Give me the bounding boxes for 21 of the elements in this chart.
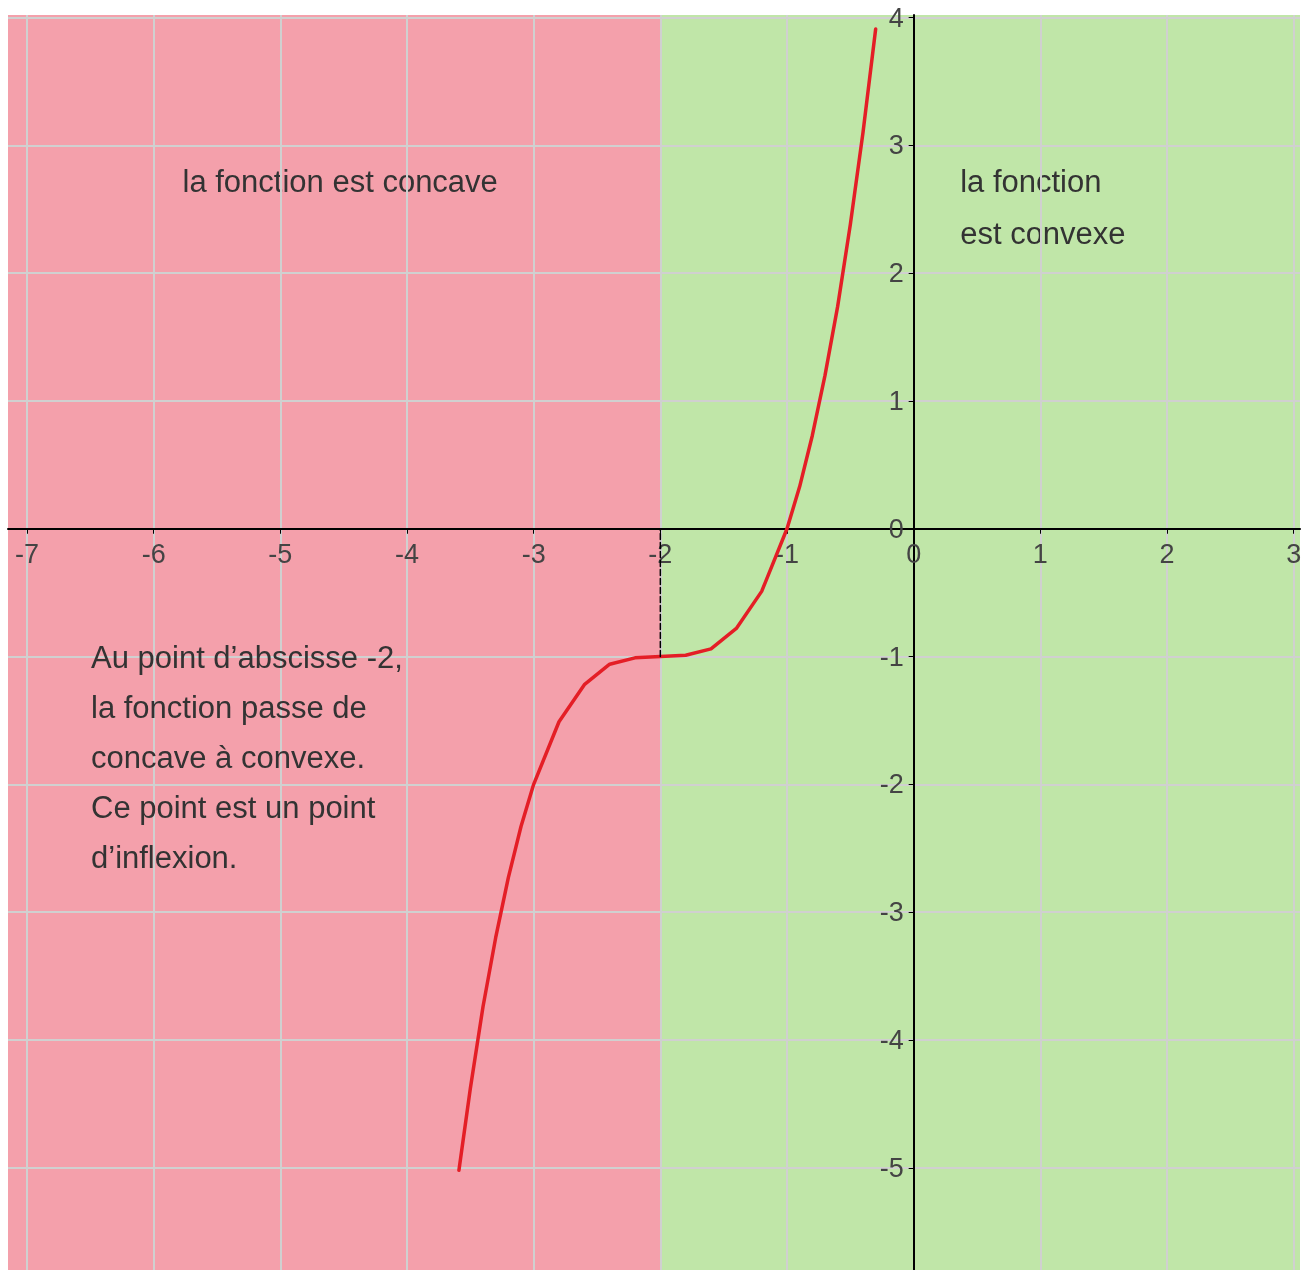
x-tick-label: -7 — [14, 539, 40, 570]
y-tick-label: 2 — [888, 258, 904, 289]
band-label: la fonction est concave — [182, 163, 498, 199]
x-tick-label: -1 — [774, 539, 800, 570]
x-tick-label: 3 — [1286, 539, 1302, 570]
y-tick-label: 1 — [888, 385, 904, 416]
y-tick-label: 3 — [888, 130, 904, 161]
x-tick-label: 1 — [1032, 539, 1048, 570]
y-tick-label: -5 — [879, 1152, 904, 1183]
y-tick-label: -2 — [879, 769, 904, 800]
x-tick-label: -5 — [268, 539, 293, 570]
x-tick-label: 2 — [1159, 539, 1175, 570]
x-tick-label: -6 — [141, 539, 166, 570]
y-tick-label: -1 — [879, 641, 904, 672]
x-tick-label: -4 — [394, 539, 420, 570]
annotation: Au point d’abscisse -2, la fonction passe de concave à convexe. Ce point est un point d’inflexion. — [91, 639, 403, 875]
x-tick-label: -3 — [521, 539, 546, 570]
band-label: la fonction est convexe — [960, 163, 1126, 251]
y-tick-label: 4 — [888, 2, 904, 33]
y-tick-label: -3 — [879, 897, 904, 928]
y-tick-label: -4 — [879, 1024, 904, 1055]
